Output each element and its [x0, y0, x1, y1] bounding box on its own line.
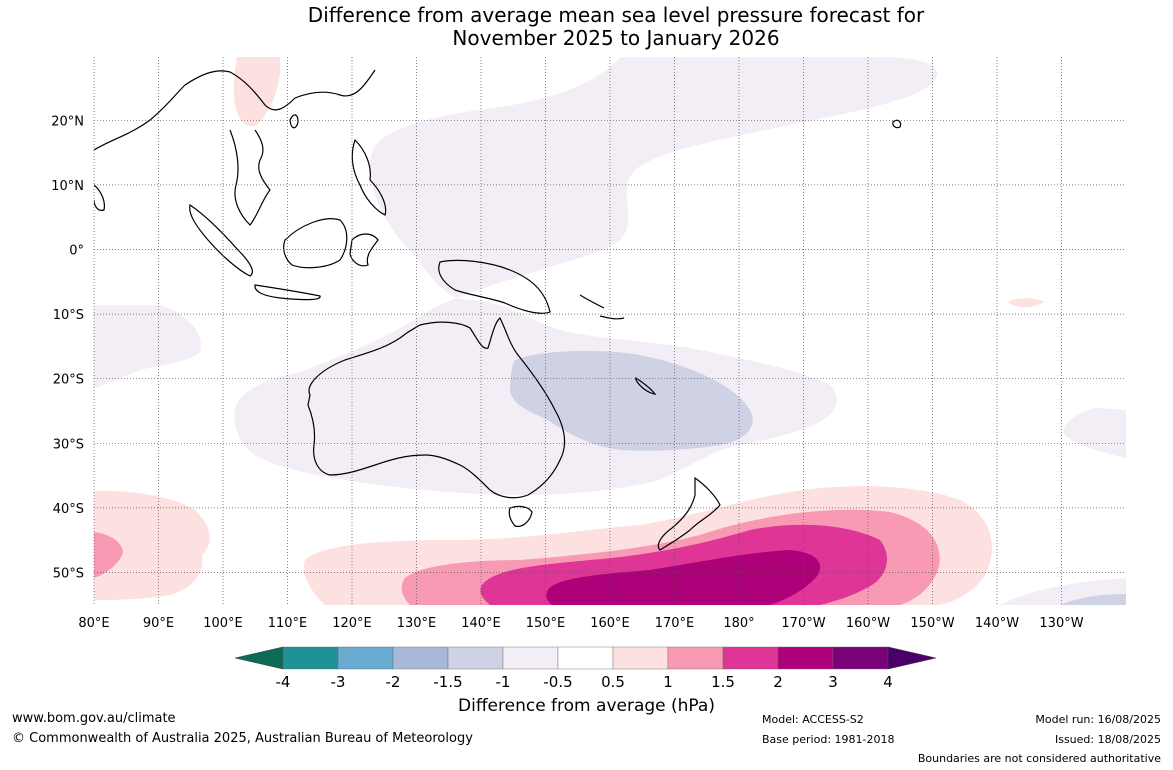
hawaii-coastline: [892, 119, 902, 129]
colorbar-min-extend: [234, 646, 284, 670]
taiwan-coastline: [289, 114, 299, 129]
colorbar-segment: [337, 646, 394, 670]
colorbar-tick-label: 4: [883, 673, 893, 691]
colorbar-segment: [832, 646, 889, 670]
anomaly-region-pos-xlarge: [546, 550, 821, 605]
anomaly-region-pos-small-north: [233, 57, 281, 127]
sulawesi-coastline: [349, 233, 379, 267]
colorbar-segment: [392, 646, 449, 670]
tasmania-coastline: [508, 505, 533, 527]
lon-tick-label: 120°E: [332, 616, 372, 631]
lon-tick-label: 130°E: [397, 616, 437, 631]
lon-tick-label: 160°E: [590, 616, 630, 631]
anomaly-region-pos-small-islet: [1008, 298, 1044, 308]
anomaly-region-neg-medium: [510, 350, 753, 451]
lat-tick-label: 10°N: [51, 179, 84, 194]
lon-tick-label: 150°W: [910, 616, 954, 631]
new-zealand-coastline: [657, 476, 721, 551]
india-sri-lanka-coastline: [94, 184, 105, 211]
latitude-labels: 20°N 10°N 0° 10°S 20°S 30°S 40°S 50°S: [51, 114, 84, 581]
colorbar-segment: [502, 646, 559, 670]
australia-coastline: [307, 317, 566, 499]
java-coastline: [254, 284, 321, 301]
lon-tick-label: 160°W: [846, 616, 890, 631]
lon-tick-label: 140°W: [975, 616, 1019, 631]
gridlines: [93, 57, 1126, 605]
new-caledonia-coastline: [635, 376, 657, 395]
colorbar-tick-label: -1.5: [433, 673, 462, 691]
colorbar-tick-label: 0.5: [601, 673, 625, 691]
longitude-labels: 80°E 90°E 100°E 110°E 120°E 130°E 140°E 150°E 16…: [78, 616, 1083, 631]
anomaly-region-neg-small-indian: [94, 305, 201, 388]
colorbar-tick-label: -0.5: [543, 673, 572, 691]
asia-mainland-coastline: [94, 69, 376, 226]
lon-tick-label: 80°E: [78, 616, 109, 631]
anomaly-region-pos-medium-west: [94, 532, 123, 578]
colorbar-max-extend: [887, 646, 937, 670]
anomaly-region-pos-small-west: [94, 490, 210, 600]
colorbar-tick-label: 3: [828, 673, 838, 691]
copyright-text: © Commonwealth of Australia 2025, Austra…: [12, 731, 473, 746]
colorbar-segment: [722, 646, 779, 670]
lon-tick-label: 100°E: [203, 616, 243, 631]
colorbar-tick-label: 1.5: [711, 673, 735, 691]
lat-tick-label: 20°N: [51, 114, 84, 129]
lon-tick-label: 170°W: [781, 616, 825, 631]
colorbar-segment: [612, 646, 669, 670]
disclaimer-text: Boundaries are not considered authoritat…: [917, 752, 1161, 765]
lat-tick-label: 40°S: [53, 502, 84, 517]
coastlines: [94, 69, 902, 551]
borneo-coastline: [283, 218, 348, 269]
lon-tick-label: 180°: [723, 616, 754, 631]
issued-date: Issued: 18/08/2025: [1054, 733, 1161, 746]
lat-tick-label: 20°S: [53, 373, 84, 388]
colorbar-tick-label: -1: [496, 673, 511, 691]
colorbar-segment: [447, 646, 504, 670]
lon-tick-label: 90°E: [143, 616, 174, 631]
colorbar-tick-label: 2: [773, 673, 783, 691]
model-name: Model: ACCESS-S2: [762, 713, 864, 726]
chart-title: Difference from average mean sea level p…: [0, 4, 1173, 50]
lat-tick-label: 10°S: [53, 308, 84, 323]
lat-tick-label: 30°S: [53, 437, 84, 452]
lon-tick-label: 140°E: [461, 616, 501, 631]
colorbar-label: Difference from average (hPa): [458, 696, 715, 716]
title-line-2: November 2025 to January 2026: [452, 26, 780, 50]
solomon-islands-coastline: [579, 294, 625, 320]
lon-tick-label: 110°E: [268, 616, 308, 631]
colorbar-segment: [282, 646, 339, 670]
anomaly-region-neg-medium-south: [1060, 594, 1126, 605]
philippines-coastline: [351, 138, 387, 216]
colorbar-tick-label: -2: [386, 673, 401, 691]
colorbar-tick-label: -4: [276, 673, 291, 691]
anomaly-region-neg-small-pacific: [234, 57, 938, 495]
lon-tick-label: 130°W: [1039, 616, 1083, 631]
colorbar-segment: [777, 646, 834, 670]
title-line-1: Difference from average mean sea level p…: [307, 3, 925, 27]
colorbar: -4 -3 -2 -1.5 -1 -0.5 0.5 1 1.5 2 3 4: [234, 646, 937, 691]
website-link[interactable]: www.bom.gov.au/climate: [12, 711, 176, 726]
base-period: Base period: 1981-2018: [762, 733, 895, 746]
lon-tick-label: 150°E: [526, 616, 566, 631]
colorbar-segment: [667, 646, 724, 670]
lat-tick-label: 50°S: [53, 567, 84, 582]
pressure-anomaly-field: [94, 57, 1126, 605]
lat-tick-label: 0°: [69, 244, 84, 259]
model-run-date: Model run: 16/08/2025: [1035, 713, 1161, 726]
anomaly-region-neg-small-east: [1064, 408, 1126, 458]
lon-tick-label: 170°E: [655, 616, 695, 631]
new-guinea-coastline: [438, 259, 551, 314]
colorbar-tick-label: 1: [663, 673, 673, 691]
sumatra-coastline: [189, 204, 253, 277]
colorbar-segment: [557, 646, 614, 670]
colorbar-tick-label: -3: [331, 673, 346, 691]
